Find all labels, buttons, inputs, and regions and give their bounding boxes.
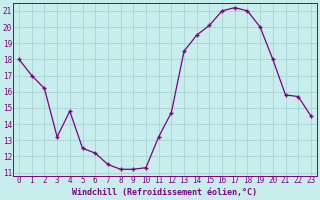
X-axis label: Windchill (Refroidissement éolien,°C): Windchill (Refroidissement éolien,°C) <box>72 188 258 197</box>
